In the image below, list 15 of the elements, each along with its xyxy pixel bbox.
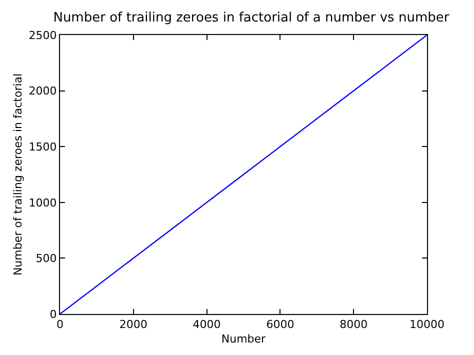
y-tick-label: 0 [50,308,57,321]
x-tick-label: 10000 [410,318,444,332]
x-tick-label: 4000 [192,318,221,332]
y-tick-label: 2000 [28,84,57,98]
y-tick-label: 2500 [28,28,57,42]
x-axis-title: Number [221,332,266,346]
chart-title: Number of trailing zeroes in factorial of a number vs number [53,10,450,26]
x-tick-label: 8000 [340,318,368,332]
line-series [60,35,427,314]
y-tick-label: 500 [36,252,57,266]
y-tick-label: 1500 [28,140,57,154]
y-axis-title: Number of trailing zeroes in factorial [11,73,24,276]
x-tick-label: 2000 [119,318,148,332]
y-tick-label: 1000 [28,196,57,210]
x-tick-label: 6000 [266,318,294,332]
